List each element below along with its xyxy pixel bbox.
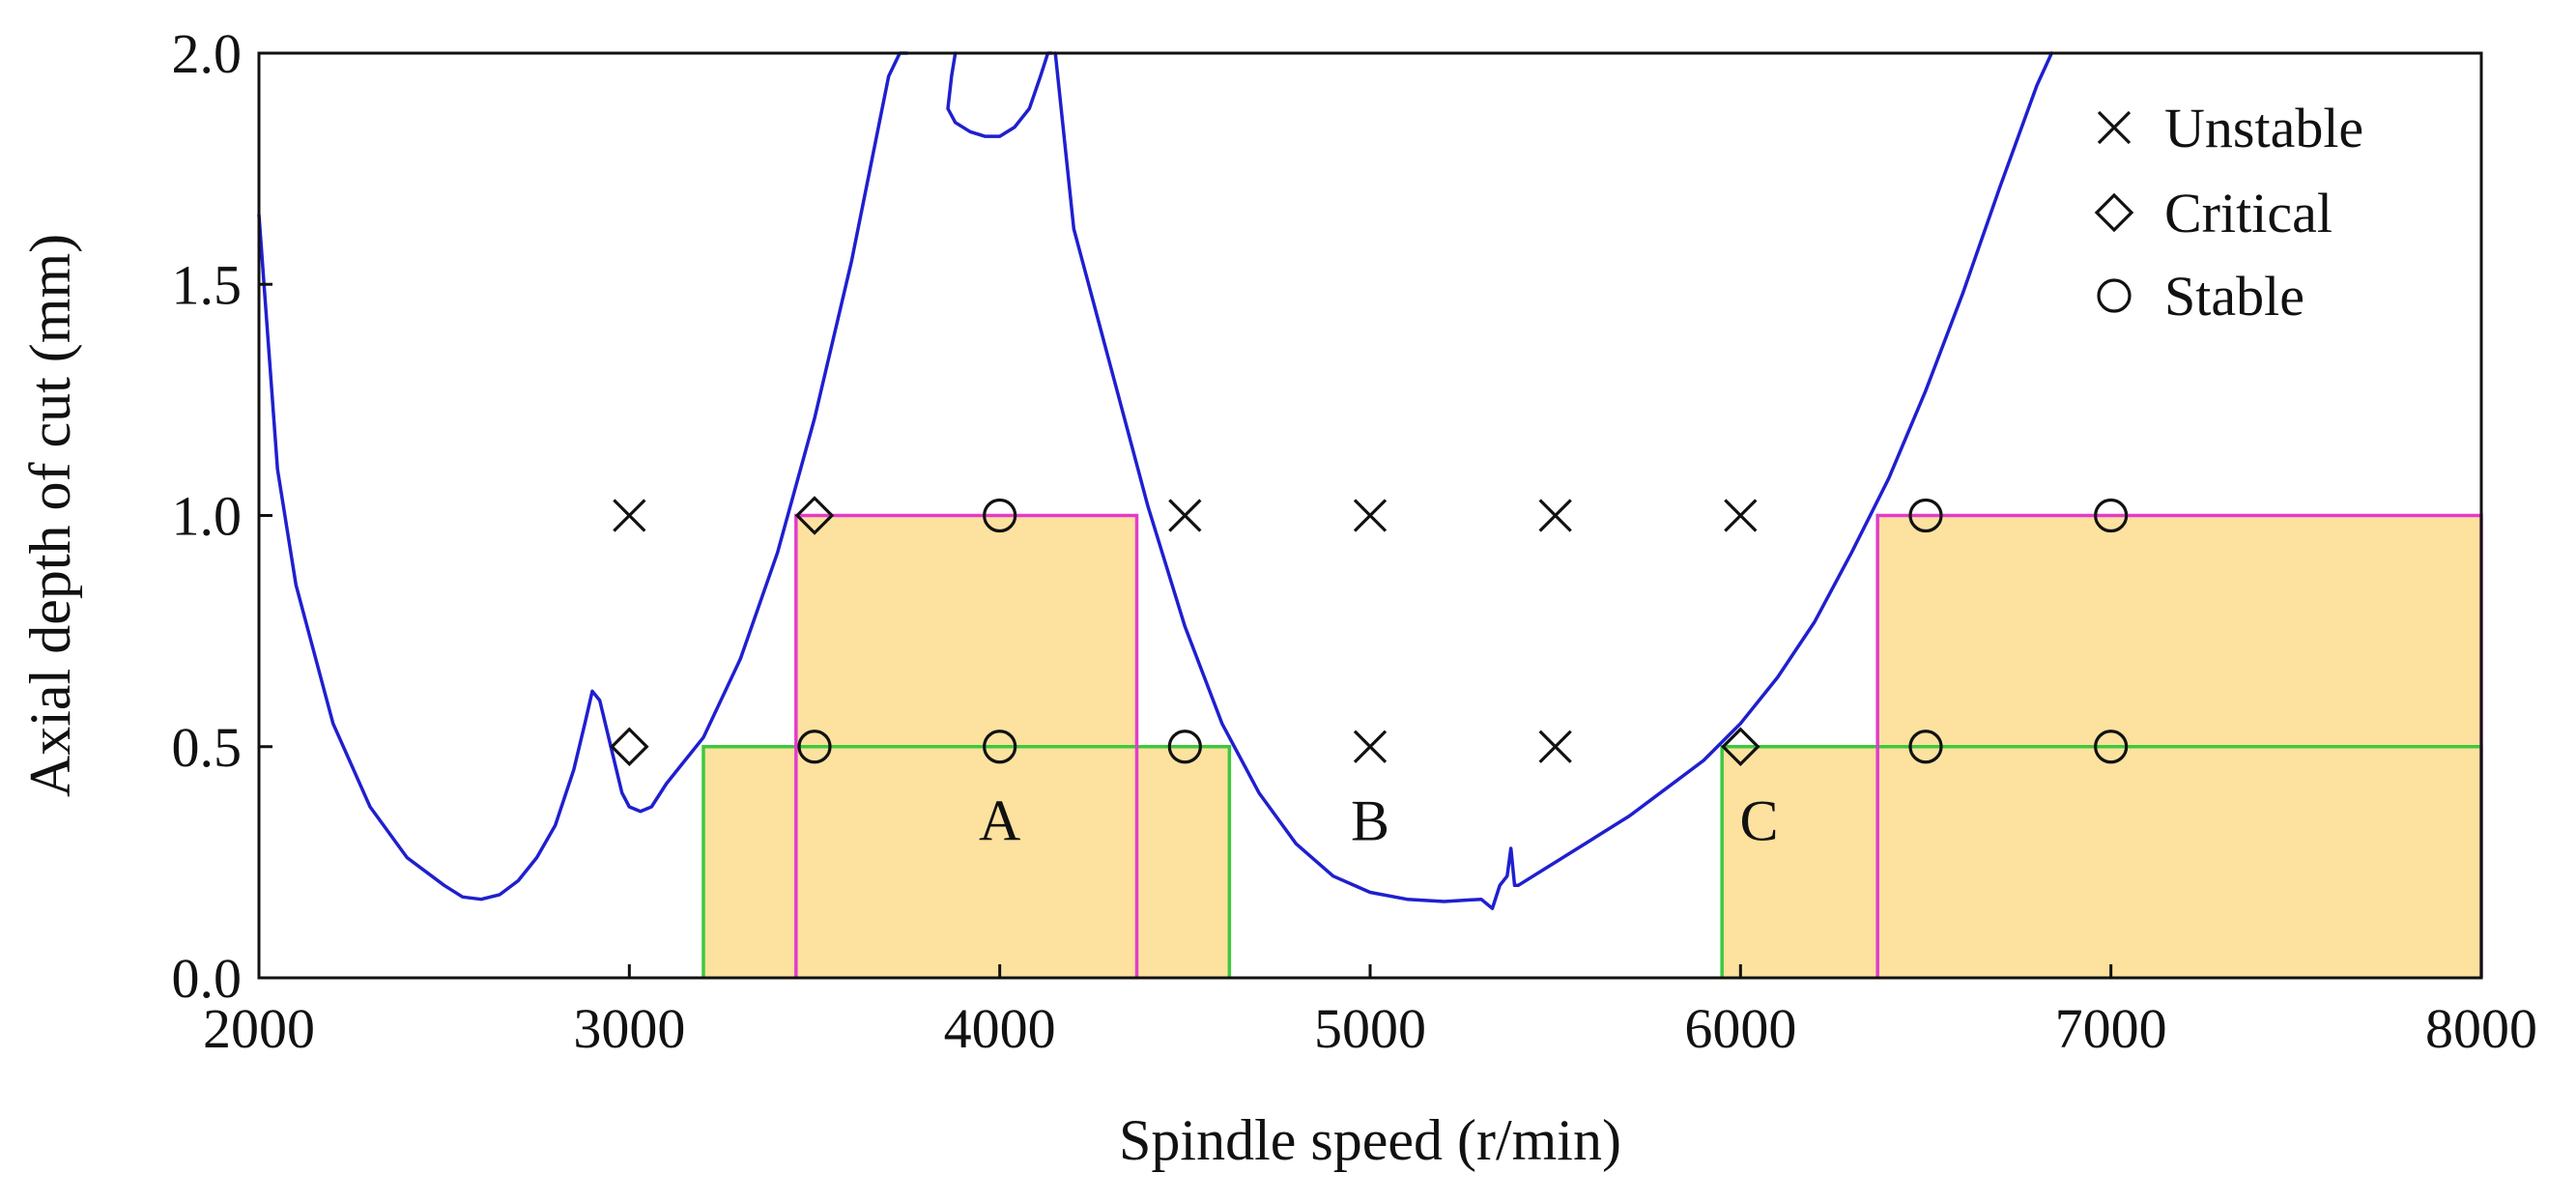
x-tick-label: 3000: [573, 997, 685, 1060]
x-tick-label: 7000: [2055, 997, 2167, 1060]
legend-item-critical: Critical: [2094, 182, 2333, 244]
critical-point: [610, 727, 649, 767]
cutting-regions: [701, 513, 2483, 978]
stable-point: [797, 730, 832, 764]
unstable-point: [1168, 499, 1202, 532]
magenta-region-1-outline: [794, 513, 1139, 978]
y-tick-label: 2.0: [172, 22, 243, 85]
stable-point: [2094, 498, 2129, 533]
legend-critical-marker: [2094, 192, 2134, 233]
unstable-point: [1724, 499, 1758, 532]
stable-point: [983, 498, 1017, 533]
stable-point: [1908, 498, 1943, 533]
unstable-point: [1353, 730, 1388, 763]
x-tick-label: 8000: [2425, 997, 2537, 1060]
stable-point: [1167, 730, 1202, 764]
legend-unstable-marker: [2097, 110, 2132, 145]
region-label-b: B: [1351, 788, 1389, 852]
x-tick-label: 2000: [203, 997, 315, 1060]
legend-unstable-label: Unstable: [2164, 97, 2363, 159]
test-points: [610, 496, 2129, 767]
stable-point: [1908, 730, 1943, 764]
stability-lobe-segment-2: [946, 51, 1054, 138]
legend-stable-marker: [2097, 278, 2132, 313]
stability-lobe-segment-1: [257, 51, 909, 902]
legend-critical-symbol: [2094, 192, 2134, 233]
unstable-point: [1353, 499, 1388, 532]
green-region-1-outline: [701, 745, 1232, 978]
axis-ticks: 2000 3000 4000 5000 6000 7000 8000 0.0 0.5 1.0 1.5…: [172, 22, 2538, 1060]
x-tick-label: 6000: [1684, 997, 1796, 1060]
unstable-point: [1538, 730, 1572, 763]
region-labels: A B C: [979, 788, 1779, 852]
stability-lobe-curve: [257, 51, 2054, 910]
legend-unstable-symbol: [2097, 110, 2132, 145]
legend-critical-label: Critical: [2164, 182, 2333, 244]
y-tick-label: 1.5: [172, 253, 243, 316]
y-tick-label: 0.0: [172, 947, 243, 1010]
legend-item-unstable: Unstable: [2097, 97, 2363, 159]
unstable-point: [1538, 499, 1572, 532]
region-label-a: A: [979, 788, 1020, 852]
critical-point: [1721, 727, 1760, 767]
legend: Unstable Critical Stable: [2094, 97, 2363, 328]
legend-stable-label: Stable: [2164, 265, 2304, 328]
y-axis-title: Axial depth of cut (mm): [18, 234, 82, 797]
legend-item-stable: Stable: [2097, 265, 2304, 328]
region-label-c: C: [1739, 788, 1778, 852]
legend-stable-symbol: [2097, 278, 2132, 313]
stability-lobe-segment-3: [1053, 51, 2054, 910]
x-tick-label: 5000: [1314, 997, 1426, 1060]
unstable-point: [613, 499, 646, 532]
x-axis-title: Spindle speed (r/min): [1119, 1108, 1621, 1172]
y-tick-label: 1.0: [172, 485, 243, 548]
stable-point: [983, 730, 1017, 764]
stable-point: [2094, 730, 2129, 764]
y-tick-label: 0.5: [172, 716, 243, 779]
critical-point: [794, 496, 835, 535]
x-tick-label: 4000: [944, 997, 1056, 1060]
